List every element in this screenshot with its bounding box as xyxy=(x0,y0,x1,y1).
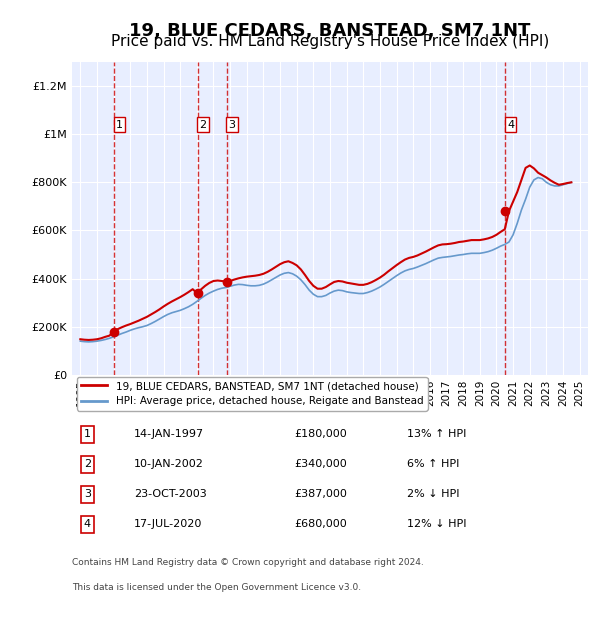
Text: 2% ↓ HPI: 2% ↓ HPI xyxy=(407,489,460,499)
Text: 2: 2 xyxy=(199,120,206,130)
Text: £680,000: £680,000 xyxy=(294,519,347,529)
Text: 14-JAN-1997: 14-JAN-1997 xyxy=(134,429,204,440)
Text: Contains HM Land Registry data © Crown copyright and database right 2024.: Contains HM Land Registry data © Crown c… xyxy=(72,558,424,567)
Text: 2: 2 xyxy=(84,459,91,469)
Text: 23-OCT-2003: 23-OCT-2003 xyxy=(134,489,206,499)
Text: 17-JUL-2020: 17-JUL-2020 xyxy=(134,519,202,529)
Text: Price paid vs. HM Land Registry's House Price Index (HPI): Price paid vs. HM Land Registry's House … xyxy=(111,34,549,49)
Text: This data is licensed under the Open Government Licence v3.0.: This data is licensed under the Open Gov… xyxy=(72,583,361,591)
Text: 3: 3 xyxy=(84,489,91,499)
Text: 4: 4 xyxy=(507,120,514,130)
Text: 4: 4 xyxy=(84,519,91,529)
Text: 10-JAN-2002: 10-JAN-2002 xyxy=(134,459,204,469)
Text: £180,000: £180,000 xyxy=(294,429,347,440)
Text: £387,000: £387,000 xyxy=(294,489,347,499)
Legend: 19, BLUE CEDARS, BANSTEAD, SM7 1NT (detached house), HPI: Average price, detache: 19, BLUE CEDARS, BANSTEAD, SM7 1NT (deta… xyxy=(77,377,428,410)
Text: 12% ↓ HPI: 12% ↓ HPI xyxy=(407,519,467,529)
Text: 13% ↑ HPI: 13% ↑ HPI xyxy=(407,429,467,440)
Text: 6% ↑ HPI: 6% ↑ HPI xyxy=(407,459,460,469)
Text: 3: 3 xyxy=(229,120,236,130)
Text: 19, BLUE CEDARS, BANSTEAD, SM7 1NT: 19, BLUE CEDARS, BANSTEAD, SM7 1NT xyxy=(130,22,530,40)
Text: 1: 1 xyxy=(84,429,91,440)
Text: 1: 1 xyxy=(116,120,123,130)
Text: £340,000: £340,000 xyxy=(294,459,347,469)
